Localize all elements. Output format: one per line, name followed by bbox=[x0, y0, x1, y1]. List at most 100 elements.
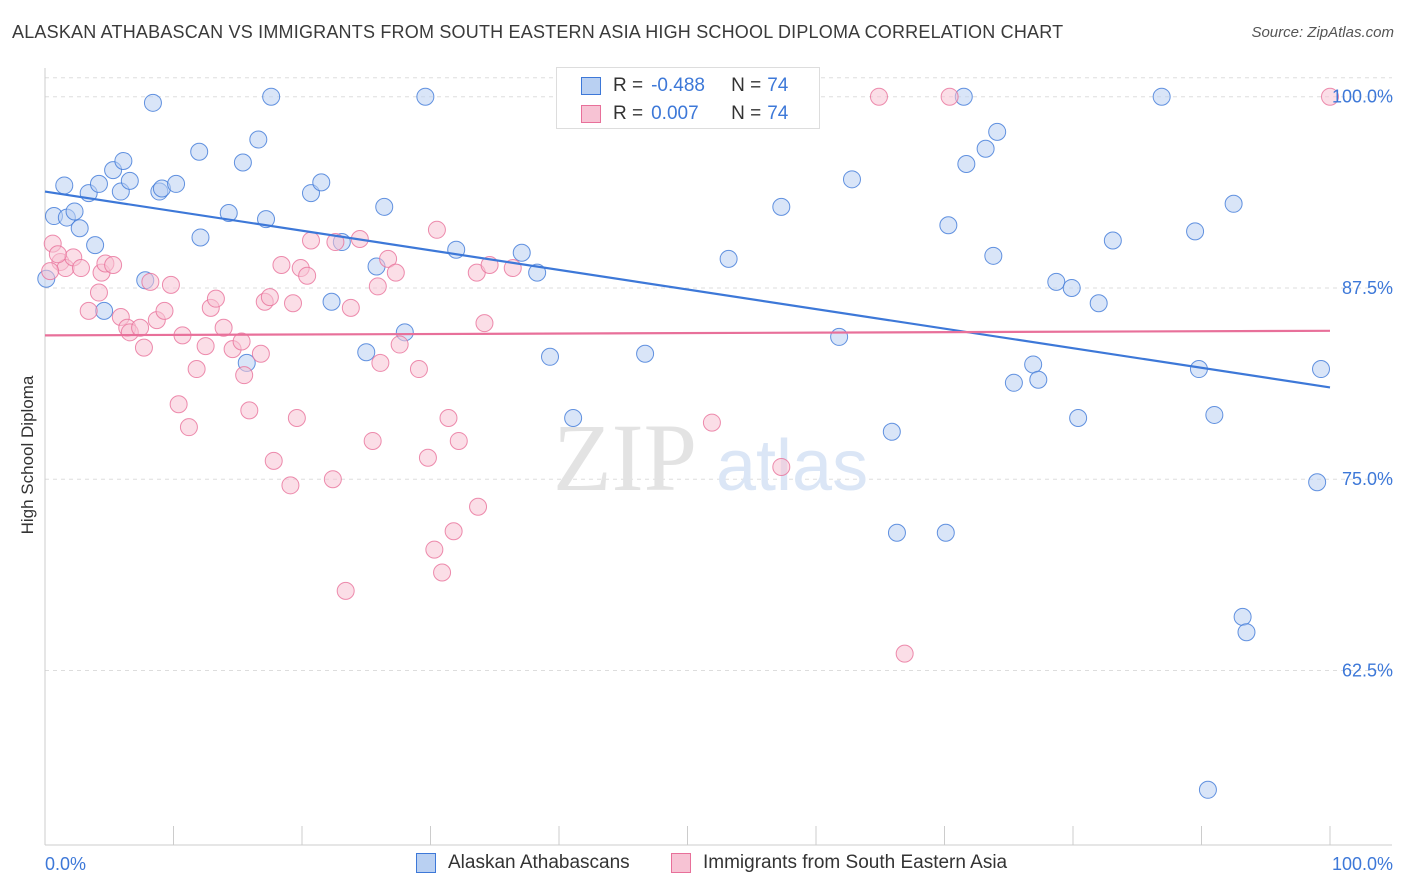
data-point bbox=[375, 197, 394, 216]
legend-row-series1: R = -0.488 N = 74 bbox=[557, 74, 788, 98]
data-point bbox=[433, 563, 452, 582]
legend-r-value: -0.488 bbox=[651, 75, 705, 96]
data-point bbox=[196, 337, 215, 356]
y-tick-label: 62.5% bbox=[1342, 660, 1393, 680]
data-point bbox=[882, 422, 901, 441]
data-point bbox=[1312, 360, 1331, 379]
data-point bbox=[235, 366, 254, 385]
data-point bbox=[772, 457, 791, 476]
data-point bbox=[379, 249, 398, 268]
data-point bbox=[1103, 231, 1122, 250]
data-point bbox=[976, 139, 995, 158]
data-point bbox=[169, 395, 188, 414]
data-point bbox=[357, 343, 376, 362]
data-point bbox=[89, 283, 108, 302]
data-point bbox=[541, 347, 560, 366]
data-point bbox=[251, 344, 270, 363]
legend-r-label: R = bbox=[613, 103, 644, 124]
data-point bbox=[272, 256, 291, 274]
source-credit: Source: ZipAtlas.com bbox=[1251, 24, 1394, 41]
data-point bbox=[842, 170, 861, 189]
data-point bbox=[262, 87, 281, 106]
data-point bbox=[143, 93, 162, 112]
data-point bbox=[371, 353, 390, 372]
data-point bbox=[219, 203, 238, 222]
data-point bbox=[120, 171, 139, 190]
data-point bbox=[190, 142, 209, 161]
stats-legend: R = -0.488 N = 74 R = 0.007 N = 74 bbox=[556, 67, 820, 129]
legend-swatch-blue bbox=[581, 77, 601, 95]
data-point bbox=[368, 277, 387, 296]
data-point bbox=[55, 176, 74, 195]
data-point bbox=[1024, 355, 1043, 374]
data-point bbox=[341, 298, 360, 317]
data-point bbox=[444, 522, 463, 541]
data-point bbox=[1233, 607, 1252, 626]
chart-title: ALASKAN ATHABASCAN VS IMMIGRANTS FROM SO… bbox=[12, 22, 1064, 42]
data-point bbox=[702, 413, 721, 432]
data-point bbox=[141, 272, 160, 291]
bottom-legend-series2: Immigrants from South Eastern Asia bbox=[671, 852, 1007, 874]
bottom-legend: Alaskan Athabascans Immigrants from Sout… bbox=[0, 852, 1406, 876]
data-point bbox=[1205, 405, 1224, 424]
tick-labels: 62.5% 75.0% 87.5% 100.0% 0.0% 100.0% bbox=[45, 87, 1393, 874]
legend-n-value: 74 bbox=[767, 75, 789, 96]
data-point bbox=[869, 87, 888, 106]
data-point bbox=[89, 174, 108, 193]
data-point bbox=[257, 210, 276, 229]
data-point bbox=[104, 256, 123, 274]
data-point bbox=[988, 122, 1007, 141]
data-point bbox=[439, 409, 458, 427]
data-point bbox=[636, 344, 655, 363]
data-point bbox=[95, 301, 114, 320]
data-point bbox=[155, 301, 174, 320]
data-point bbox=[1062, 278, 1081, 297]
data-point bbox=[187, 360, 206, 379]
legend-swatch-pink bbox=[581, 105, 601, 123]
data-point bbox=[114, 151, 133, 170]
trend-line-pink bbox=[44, 329, 1331, 337]
data-point bbox=[312, 173, 331, 192]
data-point bbox=[167, 174, 186, 193]
watermark-atlas: atlas bbox=[716, 426, 868, 506]
legend-n-label: N = bbox=[731, 75, 762, 96]
data-point bbox=[65, 202, 84, 221]
data-point bbox=[233, 153, 252, 172]
data-point bbox=[512, 243, 531, 262]
trend-line-blue bbox=[44, 190, 1331, 389]
bottom-legend-label: Alaskan Athabascans bbox=[448, 852, 630, 873]
trend-lines bbox=[44, 190, 1331, 389]
data-point bbox=[240, 401, 259, 420]
data-point bbox=[895, 644, 914, 663]
data-point bbox=[418, 448, 437, 467]
data-point bbox=[936, 523, 955, 542]
data-point bbox=[322, 292, 341, 311]
data-point bbox=[70, 219, 89, 238]
data-point bbox=[71, 259, 90, 278]
data-point bbox=[1047, 272, 1066, 291]
data-point bbox=[86, 236, 105, 255]
data-point bbox=[830, 327, 849, 346]
y-tick-label: 100.0% bbox=[1332, 87, 1393, 107]
data-point bbox=[1089, 294, 1108, 313]
data-point bbox=[1321, 87, 1339, 106]
data-point bbox=[957, 155, 976, 174]
data-point bbox=[772, 197, 791, 216]
data-point bbox=[260, 288, 279, 307]
data-point bbox=[264, 451, 283, 470]
data-point bbox=[336, 581, 355, 600]
data-point bbox=[134, 338, 153, 357]
x-tick-label-max: 100.0% bbox=[1332, 854, 1393, 874]
data-point bbox=[79, 301, 98, 320]
data-point bbox=[469, 497, 488, 516]
y-tick-label: 87.5% bbox=[1342, 278, 1393, 298]
data-point bbox=[427, 220, 446, 239]
data-point bbox=[984, 246, 1003, 265]
data-point bbox=[1224, 194, 1243, 213]
data-point bbox=[528, 263, 547, 282]
bottom-legend-swatch-pink bbox=[671, 853, 691, 873]
bottom-legend-label: Immigrants from South Eastern Asia bbox=[703, 852, 1008, 873]
data-point bbox=[887, 523, 906, 542]
y-axis-label: High School Diploma bbox=[18, 375, 37, 535]
